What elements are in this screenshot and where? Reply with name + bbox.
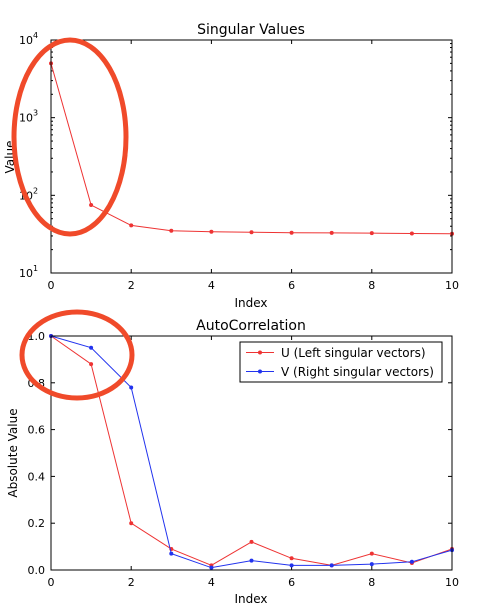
data-point (369, 551, 374, 556)
y-tick-label: 0.0 (28, 564, 46, 577)
x-tick-label: 8 (368, 279, 375, 292)
x-tick-label: 10 (445, 576, 459, 589)
data-point (169, 551, 174, 556)
data-point (289, 230, 294, 235)
x-tick-label: 6 (288, 576, 295, 589)
x-tick-label: 2 (128, 576, 135, 589)
data-point (89, 345, 94, 350)
series-layer (49, 61, 454, 236)
data-point (409, 559, 414, 564)
x-axis-label: Index (234, 296, 267, 310)
y-tick-label: 104 (19, 31, 38, 47)
y-axis-label: Absolute Value (6, 408, 20, 497)
chart-title: Singular Values (197, 22, 305, 38)
y-tick-exponent: 3 (33, 109, 38, 118)
y-tick-label: 0.2 (28, 517, 46, 530)
data-point (169, 228, 174, 233)
highlight-circle (11, 37, 129, 237)
plot-frame (50, 39, 453, 274)
series-layer (49, 334, 454, 570)
x-tick-label: 10 (445, 279, 459, 292)
data-point (289, 556, 294, 561)
y-tick-base: 10 (19, 112, 33, 125)
x-tick-label: 0 (48, 279, 55, 292)
highlight-circle (19, 309, 135, 401)
y-tick-exponent: 2 (33, 186, 38, 195)
data-point (249, 539, 254, 544)
data-point (209, 229, 214, 234)
legend-box (239, 341, 443, 383)
y-tick-label: 0.6 (28, 424, 46, 437)
y-tick-label: 0.4 (28, 470, 46, 483)
data-point (289, 563, 294, 568)
legend-marker-u (258, 350, 262, 355)
legend-label-u: U (Left singular vectors) (281, 346, 426, 360)
legend-label-v: V (Right singular vectors) (281, 365, 434, 379)
data-point (129, 223, 134, 228)
data-point (209, 565, 214, 570)
x-tick-label: 2 (128, 279, 135, 292)
chart-title: AutoCorrelation (196, 318, 306, 334)
data-point (369, 231, 374, 236)
x-tick-label: 8 (368, 576, 375, 589)
data-point (329, 230, 334, 235)
plot-frame (50, 335, 453, 571)
series-line-0 (50, 63, 453, 235)
y-tick-label: 103 (19, 109, 38, 125)
legend-marker-v (258, 369, 262, 374)
x-tick-label: 0 (48, 576, 55, 589)
legend: U (Left singular vectors) V (Right singu… (239, 341, 443, 383)
y-tick-exponent: 1 (33, 264, 38, 273)
y-tick-base: 10 (19, 34, 33, 47)
data-point (409, 231, 414, 236)
singular-values-plot: Singular Values Index Value 0 2 4 6 8 1010110… (3, 22, 459, 310)
axis-ticks: 0 2 4 6 8 100.00.20.40.60.81.0 (28, 330, 460, 589)
data-point (329, 563, 334, 568)
data-point (369, 562, 374, 567)
x-tick-label: 6 (288, 279, 295, 292)
y-tick-base: 10 (19, 267, 33, 280)
x-tick-label: 4 (208, 576, 215, 589)
data-point (249, 230, 254, 235)
data-point (249, 558, 254, 563)
data-point (89, 362, 94, 367)
data-point (129, 385, 134, 390)
y-tick-label: 101 (19, 264, 38, 280)
data-point (89, 203, 94, 208)
data-point (129, 521, 134, 526)
x-tick-label: 4 (208, 279, 215, 292)
y-tick-exponent: 4 (33, 31, 38, 40)
autocorrelation-plot: AutoCorrelation Index Absolute Value 0 2 4… (6, 309, 460, 606)
x-axis-label: Index (234, 592, 267, 606)
